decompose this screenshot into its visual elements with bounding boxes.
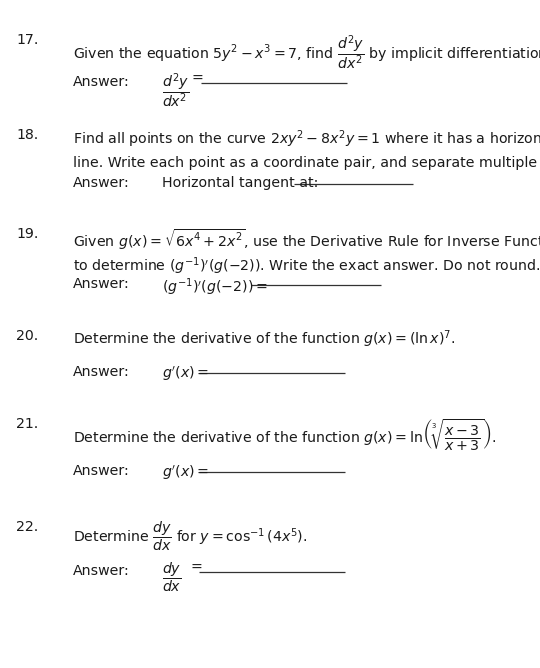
Text: $\dfrac{dy}{dx}$: $\dfrac{dy}{dx}$ [162,560,181,594]
Text: Determine the derivative of the function $g(x) = (\ln x)^7$.: Determine the derivative of the function… [73,329,455,350]
Text: Given $g(x) = \sqrt{6x^4+2x^2}$, use the Derivative Rule for Inverse Functions: Given $g(x) = \sqrt{6x^4+2x^2}$, use the… [73,227,540,252]
Text: Given the equation $5y^2 - x^3 = 7$, find $\dfrac{d^2y}{dx^2}$ by implicit diffe: Given the equation $5y^2 - x^3 = 7$, fin… [73,33,540,72]
Text: Answer:: Answer: [73,464,130,478]
Text: 22.: 22. [16,520,38,534]
Text: =: = [192,71,204,86]
Text: 19.: 19. [16,227,38,241]
Text: Answer:: Answer: [73,564,130,578]
Text: Answer:: Answer: [73,75,130,89]
Text: =: = [190,560,202,574]
Text: 20.: 20. [16,329,38,343]
Text: Horizontal tangent at:: Horizontal tangent at: [162,176,319,190]
Text: Find all points on the curve $2xy^2 - 8x^2y = 1$ where it has a horizontal tange: Find all points on the curve $2xy^2 - 8x… [73,128,540,150]
Text: 17.: 17. [16,33,38,47]
Text: $g'(x) =$: $g'(x) =$ [162,464,209,482]
Text: Answer:: Answer: [73,176,130,190]
Text: to determine $(g^{-1})'(g(-2))$. Write the exact answer. Do not round.: to determine $(g^{-1})'(g(-2))$. Write t… [73,255,540,277]
Text: line. Write each point as a coordinate pair, and separate multiple points with a: line. Write each point as a coordinate p… [73,156,540,170]
Text: $g'(x) =$: $g'(x) =$ [162,365,209,383]
Text: 18.: 18. [16,128,38,142]
Text: Answer:: Answer: [73,365,130,379]
Text: Determine the derivative of the function $g(x) = \ln\!\left(\sqrt[3]{\dfrac{x-3}: Determine the derivative of the function… [73,417,497,453]
Text: $(g^{-1})'(g(-2)) =$: $(g^{-1})'(g(-2)) =$ [162,277,268,298]
Text: 21.: 21. [16,417,38,431]
Text: Answer:: Answer: [73,277,130,291]
Text: $\dfrac{d^2y}{dx^2}$: $\dfrac{d^2y}{dx^2}$ [162,71,189,110]
Text: Determine $\dfrac{dy}{dx}$ for $y = \cos^{-1}(4x^5)$.: Determine $\dfrac{dy}{dx}$ for $y = \cos… [73,520,307,553]
